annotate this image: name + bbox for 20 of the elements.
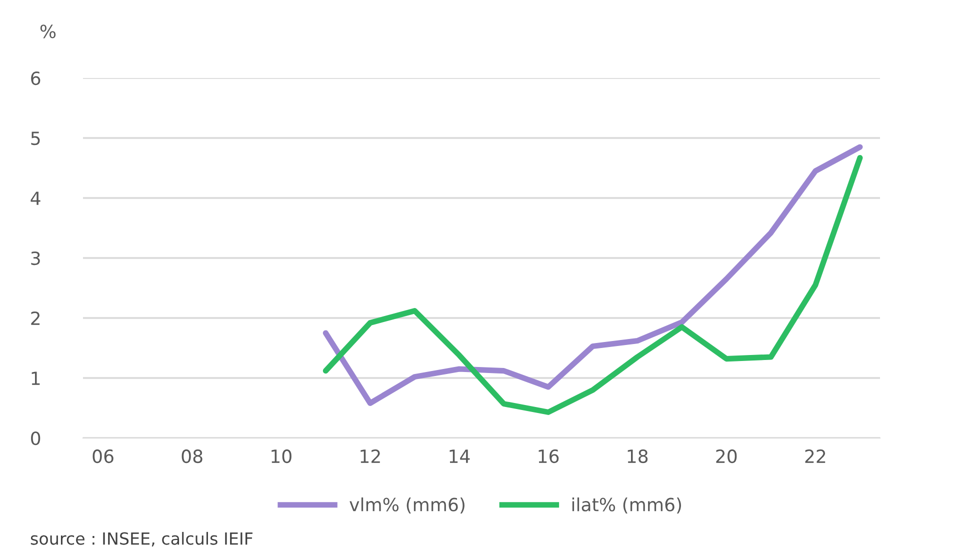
x-tick-label: 16	[538, 449, 559, 464]
y-tick-label: 5	[31, 132, 40, 146]
x-tick-label: 12	[360, 449, 380, 463]
x-tick-label: 14	[450, 450, 470, 463]
y-tick-label: 1	[32, 372, 40, 385]
y-axis-title: %	[40, 24, 56, 38]
y-tick-label: 6	[31, 71, 40, 86]
x-tick-label: 06	[92, 449, 114, 464]
y-tick-label: 4	[30, 192, 40, 205]
legend-label: vlm% (mm6)	[350, 497, 464, 514]
y-tick-label: 2	[31, 311, 40, 325]
source-note: source : INSEE, calculs IEIF	[30, 532, 252, 547]
y-tick-label: 0	[31, 431, 40, 446]
x-tick-label: 10	[272, 449, 292, 464]
x-tick-label: 18	[628, 449, 648, 464]
legend-label: ilat% (mm6)	[572, 497, 681, 514]
y-tick-label: 3	[31, 251, 40, 266]
x-tick-label: 08	[182, 449, 202, 464]
x-tick-label: 22	[805, 449, 826, 463]
x-tick-label: 20	[716, 449, 737, 464]
